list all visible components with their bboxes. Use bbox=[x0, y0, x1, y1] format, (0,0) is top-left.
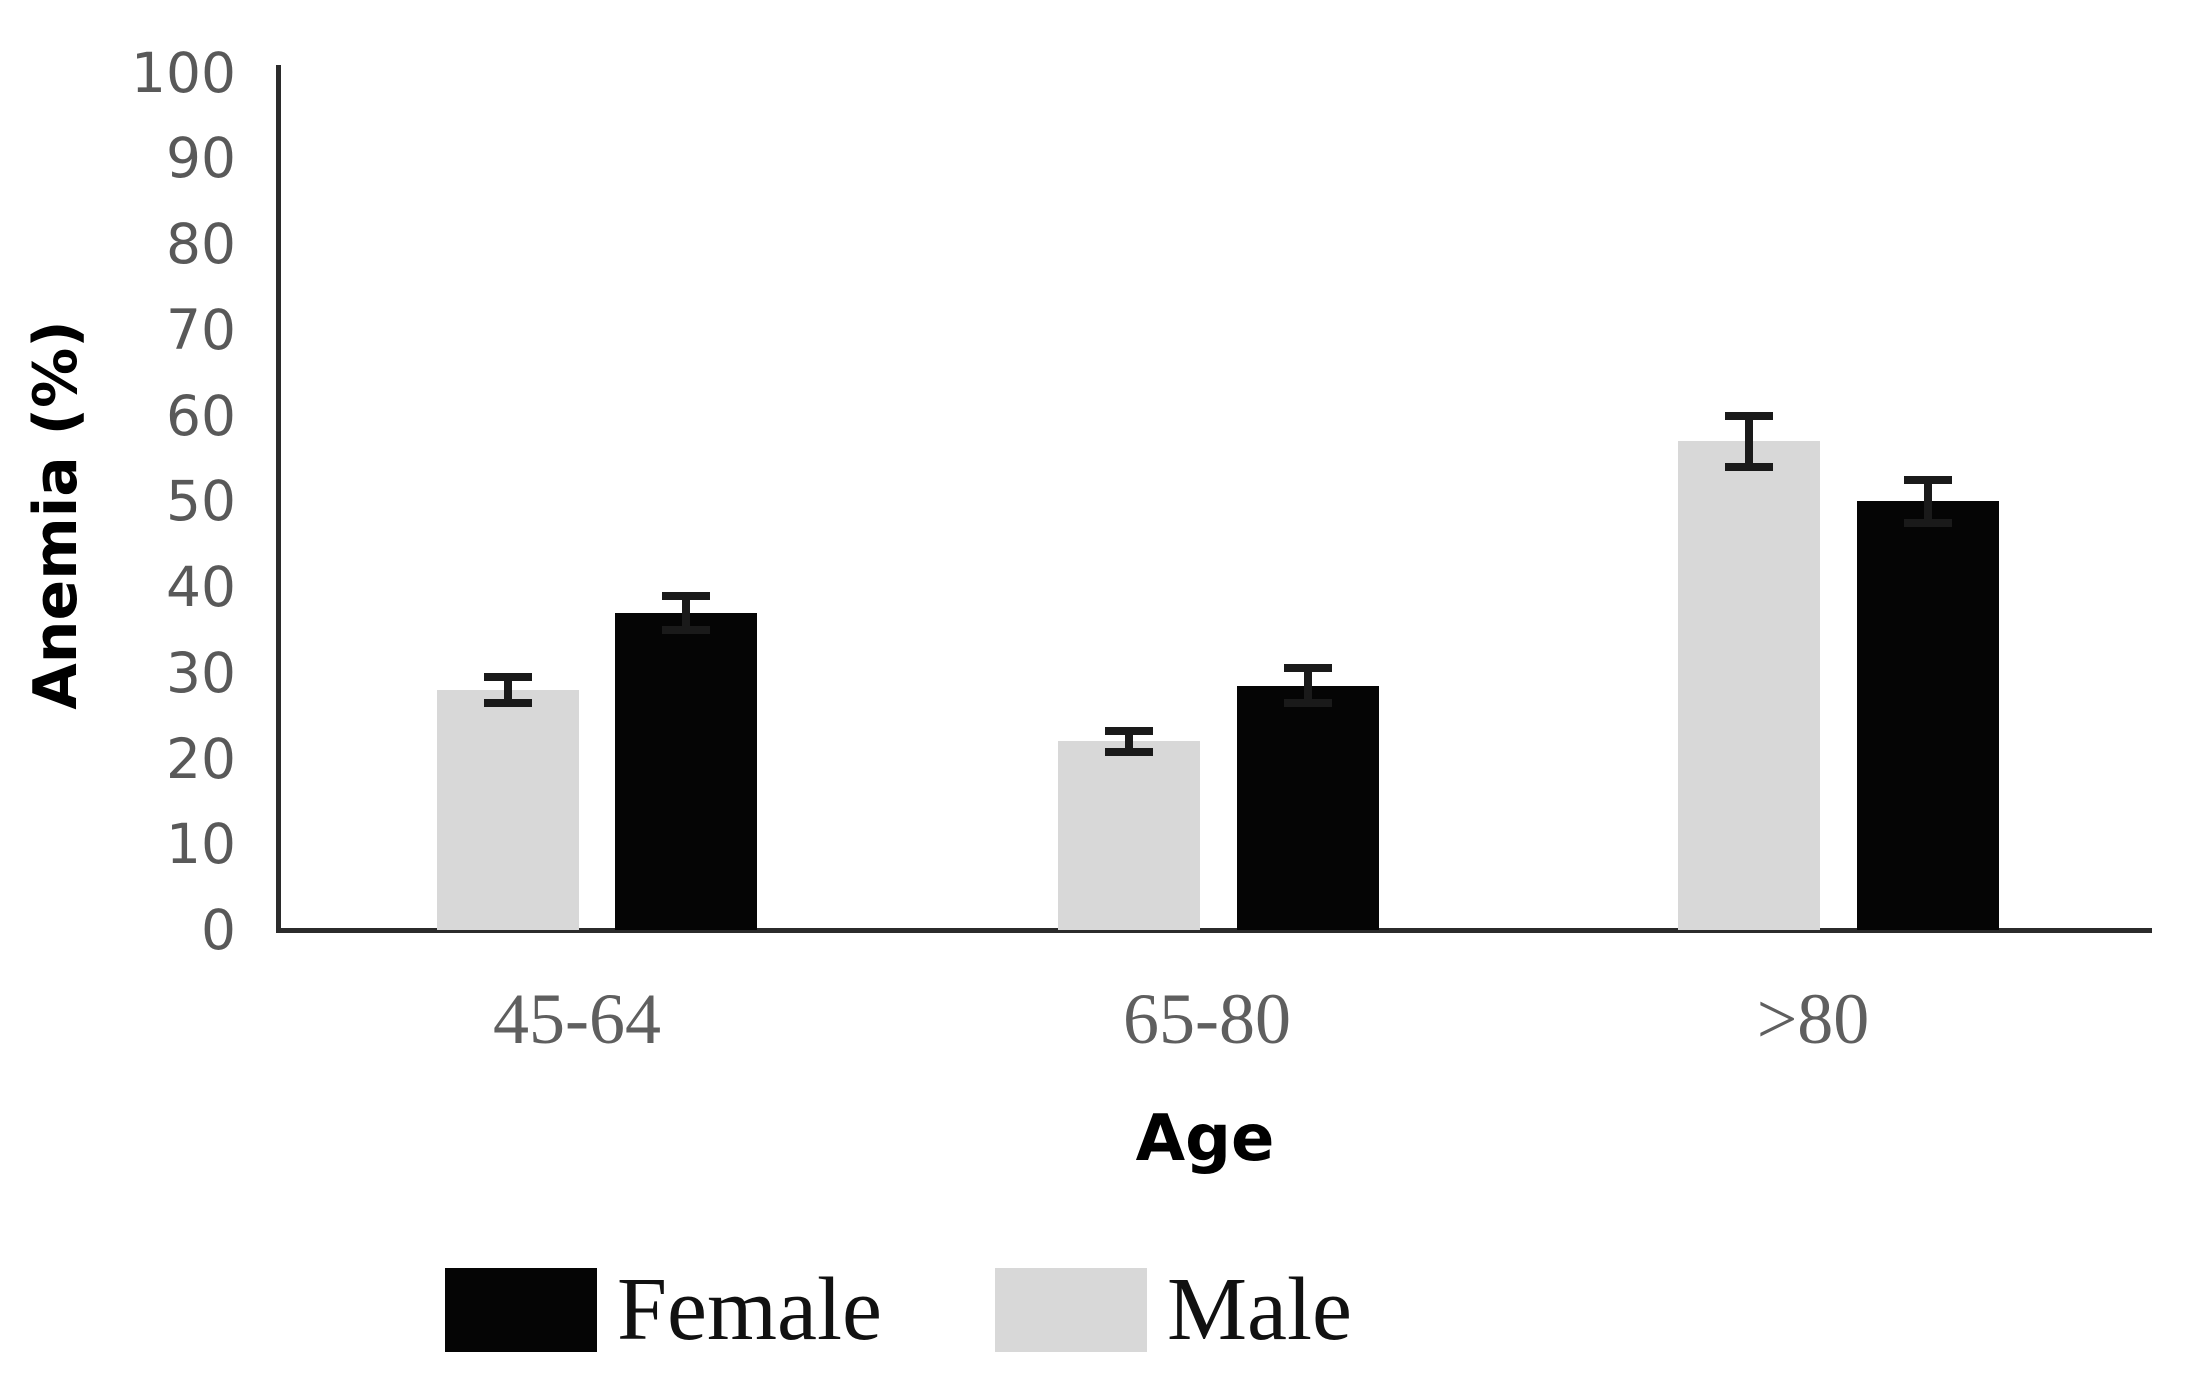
y-axis-line bbox=[276, 65, 281, 933]
error-bar-cap-top bbox=[1284, 664, 1332, 673]
bar-male-65-80 bbox=[1058, 741, 1200, 930]
y-tick-label-40: 40 bbox=[166, 555, 236, 619]
y-tick-label-70: 70 bbox=[166, 297, 236, 362]
error-bar-cap-top bbox=[1904, 475, 1952, 484]
bar-female-65-80 bbox=[1237, 685, 1379, 930]
error-bar-cap-bottom bbox=[1105, 747, 1153, 756]
y-tick-label-80: 80 bbox=[166, 212, 236, 276]
error-bar-cap-top bbox=[1105, 727, 1153, 736]
error-bar-cap-top bbox=[1725, 411, 1773, 420]
bar-female-45-64 bbox=[615, 612, 757, 930]
bar-male-45-64 bbox=[437, 689, 579, 930]
y-tick-label-100: 100 bbox=[131, 40, 236, 105]
y-tick-label-90: 90 bbox=[166, 126, 236, 191]
error-bar-cap-bottom bbox=[662, 625, 710, 634]
x-tick-label-45-64: 45-64 bbox=[493, 979, 661, 1059]
legend-label-female: Female bbox=[617, 1260, 882, 1359]
error-bar-cap-bottom bbox=[484, 698, 532, 707]
error-bar-line bbox=[1125, 731, 1133, 752]
y-tick-label-60: 60 bbox=[166, 383, 236, 448]
error-bar-cap-top bbox=[484, 673, 532, 682]
bar-male-80 bbox=[1678, 441, 1820, 930]
y-tick-label-30: 30 bbox=[166, 640, 236, 705]
x-axis-title: Age bbox=[1135, 1102, 1275, 1176]
bar-female-80 bbox=[1857, 501, 1999, 930]
x-tick-label-65-80: 65-80 bbox=[1123, 979, 1291, 1059]
x-tick-label-80: >80 bbox=[1756, 979, 1870, 1059]
x-axis-line bbox=[276, 928, 2152, 933]
error-bar-cap-bottom bbox=[1284, 698, 1332, 707]
error-bar-line bbox=[504, 677, 512, 703]
error-bar-cap-bottom bbox=[1904, 518, 1952, 527]
error-bar-line bbox=[1304, 668, 1312, 703]
error-bar-line bbox=[682, 595, 690, 630]
legend-item-male: Male bbox=[995, 1262, 1352, 1358]
legend-item-female: Female bbox=[445, 1262, 882, 1358]
y-tick-label-0: 0 bbox=[201, 898, 236, 962]
legend-label-male: Male bbox=[1167, 1260, 1352, 1359]
legend-swatch-female bbox=[445, 1268, 597, 1352]
error-bar-cap-top bbox=[662, 591, 710, 600]
error-bar-cap-bottom bbox=[1725, 462, 1773, 471]
error-bar-line bbox=[1924, 479, 1932, 523]
legend-swatch-male bbox=[995, 1268, 1147, 1352]
y-tick-label-10: 10 bbox=[166, 812, 236, 877]
y-tick-label-50: 50 bbox=[166, 469, 236, 534]
error-bar-line bbox=[1745, 415, 1753, 467]
y-tick-label-20: 20 bbox=[166, 726, 236, 791]
